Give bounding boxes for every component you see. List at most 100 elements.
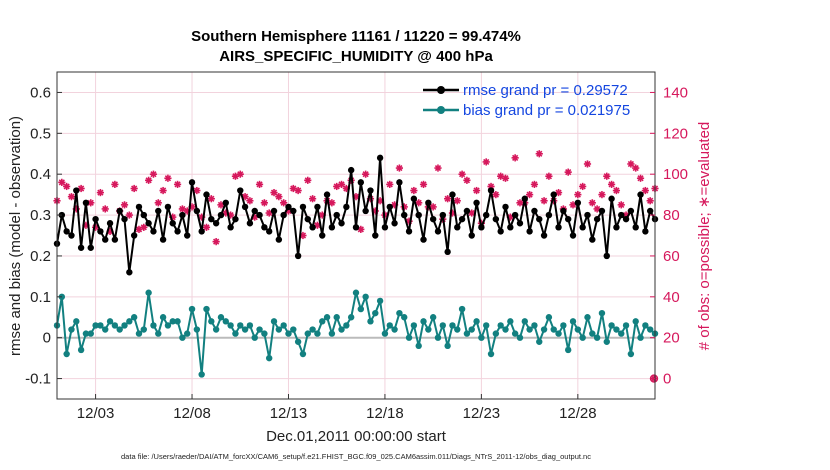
- series-point: [401, 314, 408, 321]
- series-point: [309, 326, 316, 333]
- series-point: [444, 342, 451, 350]
- series-point: [463, 330, 471, 337]
- series-point: [304, 215, 311, 223]
- series-point: [555, 224, 562, 231]
- obs-count-point: [140, 223, 148, 231]
- series-point: [333, 314, 340, 321]
- y2-tick-label: 20: [663, 330, 680, 347]
- series-point: [646, 207, 654, 215]
- series-point: [531, 322, 538, 329]
- series-point: [468, 326, 475, 333]
- series-point: [121, 215, 128, 223]
- series-point: [526, 326, 533, 333]
- y-tick-label: 0.3: [30, 207, 51, 224]
- obs-count-point: [275, 193, 283, 201]
- obs-count-point: [280, 199, 288, 207]
- series-point: [145, 289, 152, 296]
- series-point: [169, 318, 176, 325]
- legend: rmse grand pr = 0.29572 bias grand pr = …: [423, 82, 630, 119]
- series-point: [545, 211, 553, 219]
- x-tick-label: 12/03: [77, 405, 115, 422]
- series-point: [540, 326, 548, 333]
- obs-count-point: [328, 199, 336, 207]
- series-point: [352, 224, 360, 231]
- obs-count-point: [540, 197, 548, 205]
- series-point: [193, 326, 201, 333]
- series-point: [270, 318, 278, 325]
- obs-count-point: [270, 188, 278, 197]
- series-point: [478, 224, 485, 231]
- obs-count-point: [598, 191, 606, 199]
- series-point: [497, 322, 504, 329]
- obs-count-point: [337, 180, 346, 189]
- series-point: [531, 207, 538, 215]
- obs-count-point: [603, 172, 611, 180]
- obs-count-point: [207, 195, 215, 203]
- series-point: [367, 187, 374, 194]
- series-point: [473, 318, 480, 325]
- bias-series: [53, 289, 659, 378]
- series-point: [275, 326, 283, 333]
- obs-count-point: [482, 158, 490, 166]
- series-point: [82, 199, 90, 206]
- series-point: [135, 203, 143, 211]
- series-point: [290, 326, 297, 333]
- series-point: [487, 187, 495, 194]
- obs-count-point: [193, 186, 201, 195]
- series-point: [405, 334, 413, 341]
- rmse-series: [53, 154, 659, 276]
- series-point: [179, 211, 186, 219]
- series-point: [241, 203, 249, 211]
- series-point: [401, 211, 408, 219]
- legend-bias-label: bias grand pr = 0.021975: [463, 102, 630, 119]
- series-point: [174, 228, 181, 235]
- series-point: [352, 289, 360, 296]
- series-point: [618, 211, 625, 219]
- series-point: [68, 232, 75, 239]
- obs-count-point: [434, 164, 442, 172]
- series-point: [121, 322, 128, 329]
- series-point: [193, 207, 201, 215]
- y2-tick-label: 120: [663, 125, 688, 142]
- series-point: [622, 322, 630, 329]
- obs-count-point: [217, 201, 225, 209]
- obs-count-point: [612, 186, 621, 195]
- series-point: [608, 322, 615, 329]
- series-point: [579, 224, 586, 231]
- series-point: [502, 326, 509, 333]
- series-point: [198, 228, 205, 235]
- series-point: [415, 211, 422, 219]
- series-point: [217, 211, 225, 219]
- series-point: [468, 232, 475, 239]
- legend-rmse-label: rmse grand pr = 0.29572: [463, 82, 628, 99]
- series-point: [560, 207, 567, 215]
- series-point: [304, 330, 311, 337]
- series-point: [613, 326, 620, 333]
- obs-count-point: [415, 199, 423, 207]
- obs-count-point: [246, 197, 254, 205]
- series-point: [603, 338, 610, 345]
- series-point: [319, 318, 326, 325]
- x-tick-label: 12/18: [366, 405, 404, 422]
- series-point: [222, 318, 229, 325]
- series-point: [237, 322, 244, 329]
- series-point: [130, 232, 138, 239]
- obs-count-point: [236, 170, 244, 178]
- series-point: [261, 330, 268, 337]
- series-point: [574, 326, 582, 333]
- series-point: [521, 195, 528, 202]
- obs-count-point: [574, 191, 582, 199]
- series-point: [589, 330, 596, 337]
- series-point: [376, 154, 384, 162]
- series-point: [203, 305, 210, 313]
- obs-count-point: [453, 197, 461, 205]
- series-point: [439, 211, 447, 219]
- y-tick-label: 0.2: [30, 248, 51, 265]
- series-point: [92, 215, 99, 223]
- obs-count-point: [526, 191, 534, 199]
- series-point: [550, 326, 557, 333]
- obs-count-point: [386, 180, 394, 189]
- y-axis-label: rmse and bias (model - observation): [7, 116, 24, 356]
- series-point: [555, 330, 562, 337]
